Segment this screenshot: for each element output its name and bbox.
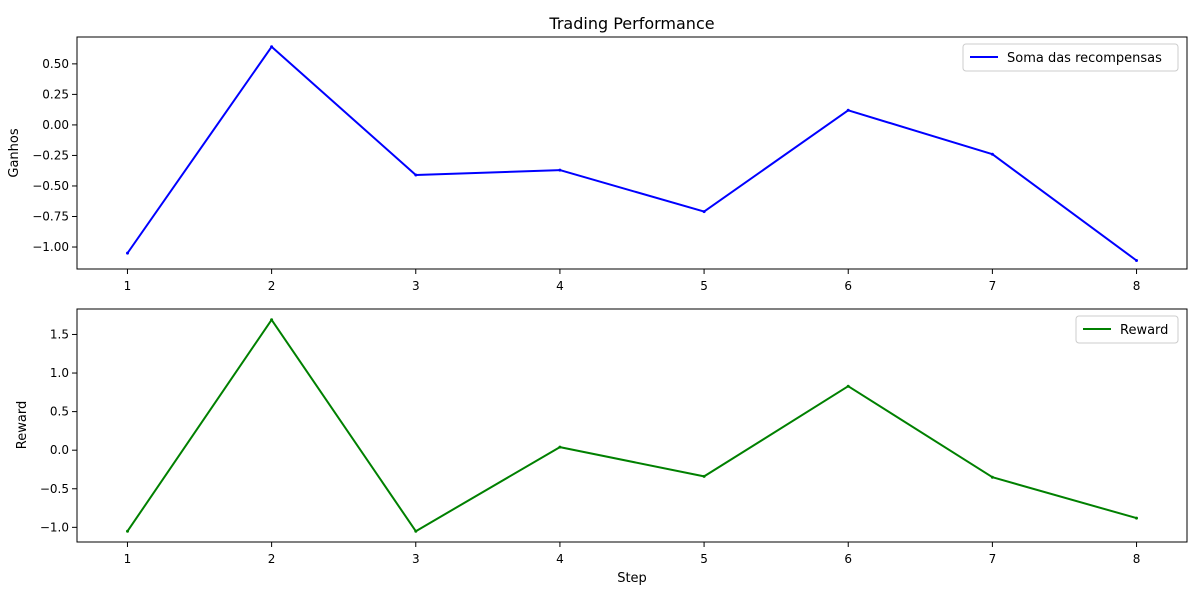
x-tick-label: 3: [412, 279, 420, 293]
x-tick-label: 5: [700, 552, 708, 566]
y-tick-label: 0.50: [42, 57, 69, 71]
y-tick-label: −0.75: [32, 209, 69, 223]
data-point: [414, 529, 418, 533]
data-point: [846, 108, 850, 112]
legend-box: [1075, 315, 1179, 344]
y-tick-label: −1.00: [32, 240, 69, 254]
data-point: [270, 45, 274, 49]
series-line: [126, 318, 1138, 533]
x-tick-label: 3: [412, 552, 420, 566]
ganhos-subplot: 1 2 3 4 5 6 7 8 −1.00 −0.75 −0.50 −0.25 0.00 0.25 0.50…: [7, 36, 1188, 293]
y-tick-label: 0.5: [50, 405, 69, 419]
y-tick-label: 0.0: [50, 443, 69, 457]
x-tick-label: 6: [844, 552, 852, 566]
data-point: [558, 168, 562, 172]
y-axis-label: Ganhos: [7, 128, 22, 177]
data-point: [1135, 259, 1138, 262]
data-point: [126, 251, 129, 255]
x-tick-label: 4: [556, 279, 564, 293]
data-point: [126, 529, 129, 533]
legend-entry: Reward: [1120, 323, 1168, 338]
series-line: [126, 45, 1138, 262]
legend-entry: Soma das recompensas: [1007, 51, 1162, 66]
y-axis-label: Reward: [15, 401, 30, 449]
y-tick-label: −0.5: [40, 482, 69, 496]
x-tick-label: 1: [124, 552, 132, 566]
x-tick-label: 7: [989, 279, 997, 293]
y-tick-label: 0.00: [42, 118, 69, 132]
legend: Soma das recompensas: [962, 43, 1179, 72]
y-tick-label: −0.25: [32, 148, 69, 162]
x-tick-label: 1: [124, 279, 132, 293]
data-point: [702, 474, 706, 478]
legend: Reward: [1075, 315, 1179, 344]
data-point: [990, 152, 994, 156]
x-tick-label: 4: [556, 552, 564, 566]
x-tick-label: 5: [700, 279, 708, 293]
data-point: [702, 210, 706, 214]
y-tick-label: −0.50: [32, 179, 69, 193]
x-tick-label: 8: [1133, 279, 1141, 293]
chart-title: Trading Performance: [548, 14, 714, 33]
legend-box: [962, 43, 1179, 72]
y-tick-label: 1.0: [50, 366, 69, 380]
reward-subplot: 1 2 3 4 5 6 7 8 −1.0 −0.5 0.0 0.5 1.0 1.5 Reward Step…: [15, 308, 1188, 586]
x-tick-label: 8: [1133, 552, 1141, 566]
data-point: [846, 384, 850, 388]
data-point: [270, 318, 274, 322]
data-point: [558, 445, 562, 449]
x-tick-label: 2: [268, 552, 276, 566]
y-tick-label: 0.25: [42, 87, 69, 101]
data-point: [414, 173, 418, 177]
data-point: [1135, 516, 1138, 520]
data-point: [990, 475, 994, 479]
plot-frame: [76, 308, 1188, 543]
plot-frame: [76, 36, 1188, 270]
x-tick-label: 2: [268, 279, 276, 293]
y-tick-label: 1.5: [50, 327, 69, 341]
x-axis-label: Step: [617, 571, 647, 586]
y-tick-label: −1.0: [40, 520, 69, 534]
x-tick-label: 7: [989, 552, 997, 566]
x-tick-label: 6: [844, 279, 852, 293]
